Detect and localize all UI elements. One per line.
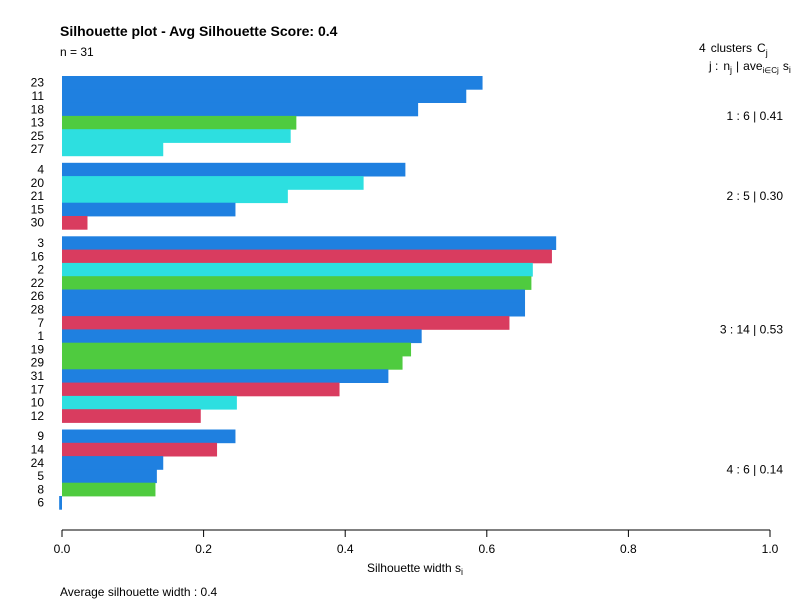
bar-cluster3-obs-22 (62, 276, 532, 290)
bar-label: 31 (31, 369, 45, 383)
bar-cluster4-obs-14 (62, 442, 218, 457)
legend-ave-sub: i∈Cj (763, 66, 780, 75)
x-tick-label: 0.2 (195, 542, 212, 556)
bar-label: 20 (31, 176, 45, 190)
legend-n-sub: j (729, 65, 732, 75)
bar-label: 21 (31, 189, 45, 203)
bar-label: 13 (31, 116, 45, 130)
bar-cluster4-obs-9 (62, 429, 236, 444)
bar-label: 24 (31, 456, 45, 470)
x-tick-label: 0.6 (478, 542, 495, 556)
chart-title: Silhouette plot - Avg Silhouette Score: … (60, 23, 338, 39)
bar-cluster3-obs-2 (62, 262, 533, 277)
x-axis: 0.0 0.2 0.4 0.6 0.8 1.0 (54, 529, 779, 556)
bar-cluster3-obs-26 (62, 289, 526, 304)
legend-subheader: j : nj | avei∈Cj si (708, 59, 791, 75)
average-footer: Average silhouette width : 0.4 (60, 585, 218, 599)
bar-label: 30 (31, 216, 45, 230)
legend-text: clusters (711, 41, 752, 55)
bar-label: 4 (37, 162, 44, 176)
bar-cluster1-obs-13 (62, 115, 297, 130)
legend-s: s (783, 59, 789, 73)
bar-cluster3-obs-1 (62, 329, 422, 344)
bar-cluster1-obs-23 (62, 76, 483, 90)
cluster-summary-1: 1 : 6 | 0.41 (727, 109, 784, 123)
bar-cluster3-obs-7 (62, 316, 510, 330)
bar-label: 10 (31, 396, 45, 410)
bar-cluster4-obs-5 (62, 469, 157, 484)
bar-label: 23 (31, 76, 45, 90)
legend-s-sub: i (789, 65, 791, 75)
bar-cluster1-obs-25 (62, 129, 291, 143)
legend-symbol: C (757, 41, 766, 55)
legend-symbol-sub: j (765, 48, 768, 58)
bar-cluster2-obs-15 (62, 202, 236, 217)
legend-header: 4 clusters Cj (699, 41, 768, 58)
bar-cluster1-obs-27 (62, 142, 164, 157)
bar-label: 5 (37, 469, 44, 483)
x-axis-label: Silhouette width si (367, 561, 463, 577)
legend-n: n (723, 59, 730, 73)
bar-label: 15 (31, 202, 45, 216)
n-label: n = 31 (60, 45, 94, 59)
bar-cluster2-obs-30 (62, 216, 88, 230)
bar-label: 25 (31, 129, 45, 143)
cluster-summary-3: 3 : 14 | 0.53 (720, 322, 783, 336)
bar-label: 14 (31, 442, 45, 456)
bar-label: 9 (37, 429, 44, 443)
x-tick-label: 0.0 (54, 542, 71, 556)
legend-ave: ave (743, 59, 763, 73)
bar-cluster1-obs-18 (62, 102, 419, 117)
bar-label: 12 (31, 409, 45, 423)
bar-label: 22 (31, 276, 45, 290)
bar-cluster1-obs-11 (62, 89, 467, 103)
x-axis-label-sub: i (461, 567, 463, 577)
bar-cluster4-obs-8 (62, 482, 156, 497)
legend-count: 4 (699, 41, 706, 55)
bar-cluster3-obs-17 (62, 382, 340, 397)
bar-label: 11 (32, 89, 45, 103)
bar-label: 1 (37, 329, 44, 343)
bar-cluster2-obs-21 (62, 189, 288, 204)
bar-label: 7 (37, 316, 44, 330)
bar-label: 3 (37, 236, 44, 250)
x-tick-label: 0.8 (620, 542, 637, 556)
bar-cluster4-obs-24 (62, 456, 164, 470)
bar-label: 2 (37, 263, 44, 277)
bar-label: 8 (37, 482, 44, 496)
bar-label: 26 (31, 289, 45, 303)
legend-sep: | (736, 59, 739, 73)
bar-label: 19 (31, 342, 45, 356)
x-tick-label: 0.4 (337, 542, 354, 556)
bar-cluster3-obs-28 (62, 302, 526, 317)
bar-cluster2-obs-4 (62, 162, 406, 177)
bar-cluster3-obs-10 (62, 395, 237, 410)
bar-label: 29 (31, 356, 45, 370)
bar-cluster2-obs-20 (62, 176, 364, 190)
bar-label: 17 (31, 382, 45, 396)
bar-label: 28 (31, 302, 45, 316)
bar-label: 27 (31, 142, 45, 156)
cluster-summary-2: 2 : 5 | 0.30 (727, 189, 784, 203)
bar-label: 16 (31, 249, 45, 263)
bar-cluster3-obs-19 (62, 342, 412, 357)
bar-cluster3-obs-31 (62, 369, 389, 383)
legend-j: j : (708, 59, 718, 73)
bar-cluster4-obs-6 (59, 496, 62, 510)
bar-cluster3-obs-29 (62, 356, 403, 370)
bar-cluster3-obs-3 (62, 236, 557, 250)
bar-cluster3-obs-12 (62, 409, 201, 423)
cluster-summary-4: 4 : 6 | 0.14 (727, 462, 784, 476)
bar-label: 18 (31, 102, 45, 116)
bar-label: 6 (37, 496, 44, 510)
bar-cluster3-obs-16 (62, 249, 552, 264)
x-tick-label: 1.0 (762, 542, 779, 556)
